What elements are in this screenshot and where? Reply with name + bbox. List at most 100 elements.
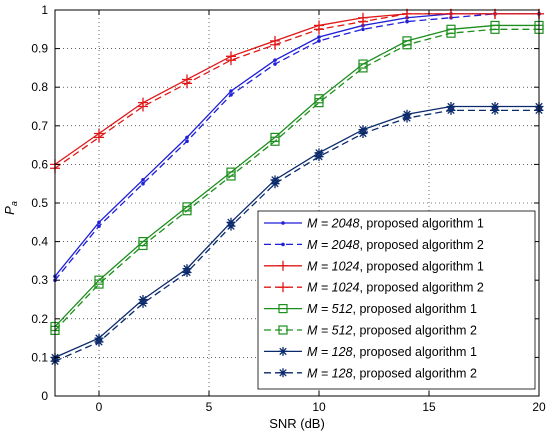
y-tick-label: 1 (41, 3, 48, 17)
legend-label-m: M = 512 (307, 302, 353, 316)
legend-entry: M = 1024, proposed algorithm 1 (264, 259, 484, 273)
data-point-dot (361, 27, 365, 32)
y-tick-label: 0.1 (31, 350, 48, 364)
x-tick-label: 10 (312, 400, 326, 414)
data-point-plus (270, 39, 280, 50)
data-point-star (446, 105, 456, 115)
data-point-plus (278, 260, 288, 271)
y-tick-label: 0.5 (31, 196, 48, 210)
series-line (54, 28, 539, 331)
legend-entry: M = 2048, proposed algorithm 1 (264, 217, 484, 231)
data-point-star (278, 346, 288, 356)
data-point-square (278, 304, 288, 314)
data-point-dot (281, 242, 285, 247)
data-point-dot (273, 58, 277, 62)
data-point-square (314, 98, 324, 108)
data-point-plus (226, 55, 236, 66)
legend-entry: M = 1024, proposed algorithm 2 (264, 281, 484, 295)
legend-label-m: M = 2048 (307, 238, 360, 252)
y-axis-label: Pa (2, 201, 19, 215)
data-point-dot (141, 178, 145, 182)
y-axis-label-sub: a (9, 201, 19, 206)
data-point-dot (185, 135, 189, 140)
data-point-square (490, 24, 500, 34)
legend-label-suffix: , proposed algorithm 2 (353, 324, 477, 338)
legend-label-suffix: , proposed algorithm 1 (359, 217, 483, 231)
x-tick-label: 5 (206, 400, 213, 414)
y-tick-label: 0.8 (31, 80, 48, 94)
legend-entry: M = 128, proposed algorithm 2 (264, 366, 477, 380)
data-point-square (138, 240, 148, 251)
data-point-star (314, 152, 324, 162)
data-point-plus (182, 78, 192, 89)
data-point-plus (278, 282, 288, 293)
y-tick-label: 0.7 (31, 119, 48, 133)
legend-label-m: M = 1024 (307, 259, 360, 273)
data-point-star (358, 129, 368, 139)
series-line (54, 24, 539, 327)
data-point-plus (358, 16, 368, 27)
data-point-star (270, 179, 280, 189)
x-tick-label: 15 (422, 400, 436, 414)
data-point-plus (402, 8, 412, 19)
x-tick-label: 0 (96, 400, 103, 414)
data-point-dot (405, 19, 409, 24)
legend-entry: M = 512, proposed algorithm 1 (264, 302, 477, 316)
series-line (54, 109, 539, 362)
data-point-plus (446, 8, 456, 19)
data-point-star (94, 337, 104, 347)
data-point-dot (141, 181, 145, 186)
legend-entry: M = 512, proposed algorithm 2 (264, 324, 477, 338)
legend-label: M = 128, proposed algorithm 1 (307, 345, 477, 359)
data-point-star (138, 298, 148, 308)
data-point-square (402, 40, 412, 50)
x-axis-label: SNR (dB) (269, 416, 325, 431)
data-point-dot (229, 93, 233, 97)
legend-label: M = 2048, proposed algorithm 1 (307, 217, 484, 231)
legend-label: M = 512, proposed algorithm 1 (307, 302, 477, 316)
data-point-star (402, 113, 412, 123)
y-tick-label: 0.3 (31, 273, 48, 287)
legend-label-suffix: , proposed algorithm 2 (359, 238, 483, 252)
data-point-plus (314, 24, 324, 35)
legend-label-suffix: , proposed algorithm 1 (353, 302, 477, 316)
data-point-star (226, 221, 236, 231)
data-point-plus (94, 132, 104, 143)
series-line (54, 13, 539, 281)
legend-label: M = 1024, proposed algorithm 1 (307, 259, 484, 273)
y-axis-label-main: P (2, 206, 17, 215)
y-tick-label: 0.4 (31, 235, 48, 249)
x-tick-label: 20 (532, 400, 546, 414)
legend-label-m: M = 128 (307, 366, 353, 380)
data-point-square (278, 325, 288, 335)
data-point-square (446, 28, 456, 38)
data-point-dot (273, 62, 277, 66)
data-point-square (358, 63, 368, 73)
legend-label-suffix: , proposed algorithm 1 (359, 259, 483, 273)
data-point-dot (185, 139, 189, 144)
data-point-star (278, 368, 288, 378)
legend-label-m: M = 128 (307, 345, 353, 359)
legend-label: M = 512, proposed algorithm 2 (307, 324, 477, 338)
data-point-dot (317, 39, 321, 43)
legend-label-suffix: , proposed algorithm 1 (353, 345, 477, 359)
data-point-star (490, 105, 500, 115)
data-point-plus (138, 101, 148, 112)
data-point-dot (97, 220, 101, 225)
y-tick-label: 0 (41, 389, 48, 403)
data-point-square (94, 279, 104, 289)
data-point-square (226, 171, 236, 181)
legend-box (257, 210, 536, 390)
data-point-plus (490, 8, 500, 19)
legend-label: M = 2048, proposed algorithm 2 (307, 238, 484, 252)
legend: M = 2048, proposed algorithm 1M = 2048, … (257, 210, 536, 390)
grid (55, 10, 539, 396)
data-point-star (182, 267, 192, 277)
legend-label-suffix: , proposed algorithm 2 (359, 281, 483, 295)
legend-label-suffix: , proposed algorithm 2 (353, 366, 477, 380)
legend-label: M = 1024, proposed algorithm 2 (307, 281, 484, 295)
legend-label-m: M = 2048 (307, 217, 360, 231)
y-tick-label: 0.2 (31, 312, 48, 326)
axis-ticks: 00.10.20.30.40.50.60.70.80.910 5 10 15 20 (31, 3, 546, 414)
